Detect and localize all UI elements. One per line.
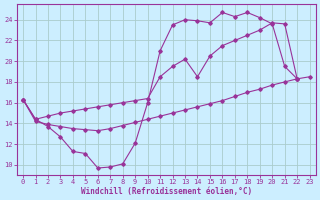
X-axis label: Windchill (Refroidissement éolien,°C): Windchill (Refroidissement éolien,°C) <box>81 187 252 196</box>
